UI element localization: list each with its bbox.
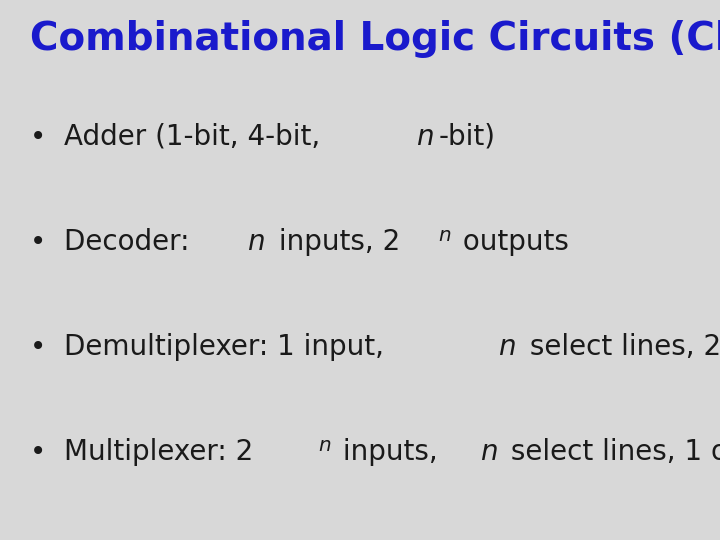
Text: •  Decoder:: • Decoder: [30,228,199,256]
Text: select lines, 2: select lines, 2 [521,333,720,361]
Text: •  Multiplexer: 2: • Multiplexer: 2 [30,438,253,466]
Text: n: n [438,226,451,245]
Text: •  Adder (1‑bit, 4‑bit,: • Adder (1‑bit, 4‑bit, [30,123,329,151]
Text: select lines, 1 output: select lines, 1 output [503,438,720,466]
Text: Combinational Logic Circuits (Chp. 3): Combinational Logic Circuits (Chp. 3) [30,20,720,58]
Text: •  Demultiplexer: 1 input,: • Demultiplexer: 1 input, [30,333,393,361]
Text: inputs, 2: inputs, 2 [270,228,400,256]
Text: n: n [247,228,265,256]
Text: n: n [416,123,433,151]
Text: outputs: outputs [454,228,570,256]
Text: n: n [318,436,330,455]
Text: inputs,: inputs, [334,438,447,466]
Text: n: n [480,438,498,466]
Text: ‑bit): ‑bit) [438,123,495,151]
Text: n: n [498,333,516,361]
